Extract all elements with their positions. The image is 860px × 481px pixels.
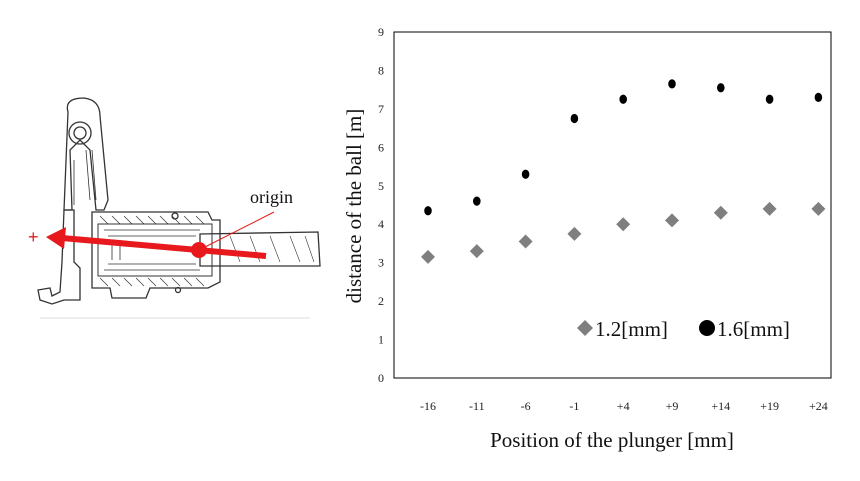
point-1-6mm xyxy=(668,79,676,89)
y-tick-label: 4 xyxy=(378,217,384,231)
point-1-6mm xyxy=(424,206,432,216)
x-tick-label: +14 xyxy=(711,399,730,413)
y-tick-label: 7 xyxy=(378,102,384,116)
y-tick-label: 6 xyxy=(378,140,384,154)
point-1-6mm xyxy=(521,169,530,179)
legend-marker-1-2mm xyxy=(577,320,593,336)
point-1-6mm xyxy=(619,94,627,104)
y-tick-label: 3 xyxy=(378,256,384,270)
y-axis-label: distance of the ball [m] xyxy=(342,109,366,304)
point-1-6mm xyxy=(570,113,579,124)
origin-leader-line xyxy=(202,211,275,249)
lever-outline xyxy=(63,97,109,211)
y-tick-label: 0 xyxy=(378,371,384,385)
housing-hatch xyxy=(99,215,205,287)
scatter-chart: 0 1 2 3 4 5 6 7 8 9 -16 -11 -6 -1 +4 +9 +14 +19 +24 Posit… xyxy=(342,25,832,452)
y-tick-labels: 0 1 2 3 4 5 6 7 8 9 xyxy=(378,25,384,385)
x-tick-label: +24 xyxy=(809,399,828,413)
plunger-cross-section-drawing xyxy=(37,97,321,319)
point-1-6mm xyxy=(765,94,774,104)
frame-outline xyxy=(37,209,81,305)
point-1-6mm xyxy=(814,92,823,102)
lever-hatch xyxy=(73,149,97,205)
x-tick-label: -16 xyxy=(420,399,436,413)
x-tick-label: +9 xyxy=(666,399,679,413)
point-1-2mm xyxy=(469,244,484,259)
point-1-2mm xyxy=(665,213,679,228)
sleeve-lines xyxy=(104,229,200,271)
plot-area-frame xyxy=(393,31,832,379)
origin-dot xyxy=(191,242,207,258)
lever-pivot xyxy=(68,121,92,145)
plunger-rod-hatch xyxy=(229,235,315,263)
x-tick-labels: -16 -11 -6 -1 +4 +9 +14 +19 +24 xyxy=(420,399,828,413)
y-tick-label: 1 xyxy=(378,333,384,347)
point-1-6mm xyxy=(473,196,481,206)
origin-label: origin xyxy=(250,187,293,207)
lever-pivot-inner xyxy=(73,126,87,140)
point-1-2mm xyxy=(567,226,582,241)
legend: 1.2[mm] 1.6[mm] xyxy=(577,317,790,341)
housing-inner xyxy=(97,223,213,277)
arrow-shaft xyxy=(61,235,267,259)
small-screw-lower xyxy=(174,286,182,294)
point-1-2mm xyxy=(616,217,631,232)
arrow-head xyxy=(46,227,66,249)
point-1-2mm xyxy=(518,234,533,249)
point-1-2mm xyxy=(713,205,728,220)
legend-marker-1-6mm xyxy=(699,320,715,336)
x-tick-label: +4 xyxy=(617,399,630,413)
data-points xyxy=(421,79,826,264)
y-tick-label: 9 xyxy=(378,25,384,39)
legend-label-1-6mm: 1.6[mm] xyxy=(717,317,790,341)
y-tick-label: 8 xyxy=(378,63,384,77)
x-axis-label: Position of the plunger [mm] xyxy=(490,428,734,452)
point-1-6mm xyxy=(717,83,725,93)
x-tick-label: -11 xyxy=(469,399,485,413)
x-tick-label: -1 xyxy=(569,399,579,413)
point-1-2mm xyxy=(762,201,777,216)
x-tick-label: -6 xyxy=(521,399,531,413)
direction-arrow xyxy=(46,211,275,259)
point-1-2mm xyxy=(421,249,435,264)
legend-label-1-2mm: 1.2[mm] xyxy=(595,317,668,341)
plus-sign-label: + xyxy=(28,227,39,247)
small-screw xyxy=(171,212,179,220)
point-1-2mm xyxy=(811,201,826,216)
y-tick-label: 2 xyxy=(378,294,384,308)
x-tick-label: +19 xyxy=(760,399,779,413)
y-tick-label: 5 xyxy=(378,179,384,193)
